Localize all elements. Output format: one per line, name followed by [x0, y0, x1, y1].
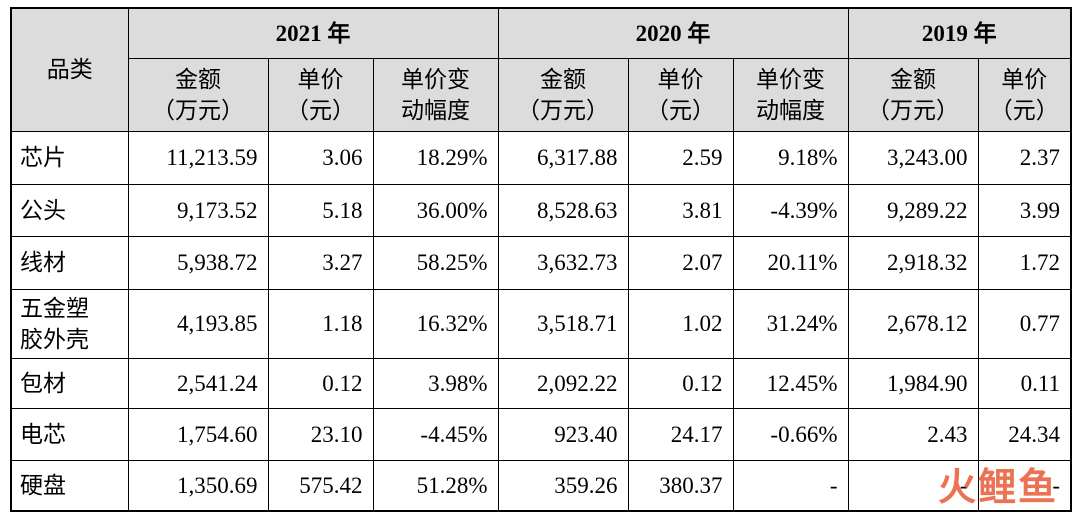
table-row: 线材 5,938.72 3.27 58.25% 3,632.73 2.07 20.11% 2,… [10, 235, 1072, 290]
value-cell: 2.37 [977, 130, 1072, 185]
value-cell: 24.34 [977, 407, 1072, 461]
data-table: 品类 2021 年 2020 年 2019 年金额 （万元） 单价 （元） 单价变 动幅度… [10, 7, 1072, 512]
value-cell: - [847, 459, 979, 512]
value-cell: 1,984.90 [847, 357, 979, 409]
category-header: 品类 [10, 7, 129, 132]
value-cell: 20.11% [732, 235, 849, 290]
value-cell: 2.59 [627, 130, 734, 185]
value-cell: 0.12 [267, 357, 374, 409]
value-cell: 3.98% [372, 357, 499, 409]
value-cell: 1,754.60 [127, 407, 269, 461]
value-cell: 3.99 [977, 183, 1072, 237]
value-cell: - [977, 459, 1072, 512]
column-header: 金额 （万元） [127, 57, 269, 132]
value-cell: 18.29% [372, 130, 499, 185]
column-header: 单价变 动幅度 [372, 57, 499, 132]
value-cell: 1.72 [977, 235, 1072, 290]
category-cell: 线材 [10, 235, 129, 290]
table-row: 电芯 1,754.60 23.10 -4.45% 923.40 24.17 -0.66% 2.… [10, 407, 1072, 461]
value-cell: 3,632.73 [497, 235, 629, 290]
value-cell: 575.42 [267, 459, 374, 512]
value-cell: 0.77 [977, 288, 1072, 359]
value-cell: 9.18% [732, 130, 849, 185]
table-row: 五金塑 胶外壳 4,193.85 1.18 16.32% 3,518.71 1.02 31.… [10, 288, 1072, 359]
value-cell: 2,541.24 [127, 357, 269, 409]
table-row: 公头 9,173.52 5.18 36.00% 8,528.63 3.81 -4.39% 9,… [10, 183, 1072, 237]
column-header: 金额 （万元） [847, 57, 979, 132]
value-cell: 36.00% [372, 183, 499, 237]
value-cell: 3,243.00 [847, 130, 979, 185]
value-cell: 0.11 [977, 357, 1072, 409]
value-cell: 3.27 [267, 235, 374, 290]
value-cell: 3.06 [267, 130, 374, 185]
category-cell: 五金塑 胶外壳 [10, 288, 129, 359]
value-cell: 9,289.22 [847, 183, 979, 237]
value-cell: 5,938.72 [127, 235, 269, 290]
value-cell: -4.45% [372, 407, 499, 461]
table-row: 品类 2021 年 2020 年 2019 年 [10, 7, 1072, 132]
value-cell: 5.18 [267, 183, 374, 237]
value-cell: 24.17 [627, 407, 734, 461]
value-cell: 1.18 [267, 288, 374, 359]
value-cell: 923.40 [497, 407, 629, 461]
value-cell: 380.37 [627, 459, 734, 512]
value-cell: 0.12 [627, 357, 734, 409]
value-cell: 2,918.32 [847, 235, 979, 290]
value-cell: 6,317.88 [497, 130, 629, 185]
value-cell: - [732, 459, 849, 512]
value-cell: 4,193.85 [127, 288, 269, 359]
value-cell: 51.28% [372, 459, 499, 512]
value-cell: 3,518.71 [497, 288, 629, 359]
category-cell: 公头 [10, 183, 129, 237]
column-header: 单价变 动幅度 [732, 57, 849, 132]
value-cell: -0.66% [732, 407, 849, 461]
value-cell: 1,350.69 [127, 459, 269, 512]
category-cell: 包材 [10, 357, 129, 409]
category-cell: 硬盘 [10, 459, 129, 512]
value-cell: -4.39% [732, 183, 849, 237]
column-header: 单价 （元） [267, 57, 374, 132]
value-cell: 31.24% [732, 288, 849, 359]
year-header: 2021 年 [127, 7, 499, 59]
column-header: 单价 （元） [627, 57, 734, 132]
table-row: 金额 （万元） 单价 （元） 单价变 动幅度 金额 （万元） 单价 （元） 单价变 动幅度… [11, 57, 1072, 132]
table-row: 硬盘 1,350.69 575.42 51.28% 359.26 380.37- - - [10, 459, 1072, 512]
column-header: 单价 （元） [977, 57, 1072, 132]
category-cell: 电芯 [10, 407, 129, 461]
category-cell: 芯片 [10, 130, 129, 185]
table-row: 芯片 11,213.59 3.06 18.29% 6,317.88 2.59 9.18% 3,… [10, 130, 1072, 185]
value-cell: 2,092.22 [497, 357, 629, 409]
value-cell: 12.45% [732, 357, 849, 409]
value-cell: 11,213.59 [127, 130, 269, 185]
value-cell: 8,528.63 [497, 183, 629, 237]
value-cell: 2,678.12 [847, 288, 979, 359]
value-cell: 1.02 [627, 288, 734, 359]
value-cell: 2.43 [847, 407, 979, 461]
value-cell: 9,173.52 [127, 183, 269, 237]
value-cell: 23.10 [267, 407, 374, 461]
value-cell: 2.07 [627, 235, 734, 290]
watermark: 火鲤鱼 [937, 465, 1058, 509]
value-cell: 16.32% [372, 288, 499, 359]
table-row: 包材 2,541.24 0.12 3.98% 2,092.22 0.12 12.45% 1,9… [10, 357, 1072, 409]
year-header: 2019 年 [847, 7, 1072, 59]
value-cell: 359.26 [497, 459, 629, 512]
year-header: 2020 年 [497, 7, 849, 59]
value-cell: 58.25% [372, 235, 499, 290]
column-header: 金额 （万元） [497, 57, 629, 132]
value-cell: 3.81 [627, 183, 734, 237]
